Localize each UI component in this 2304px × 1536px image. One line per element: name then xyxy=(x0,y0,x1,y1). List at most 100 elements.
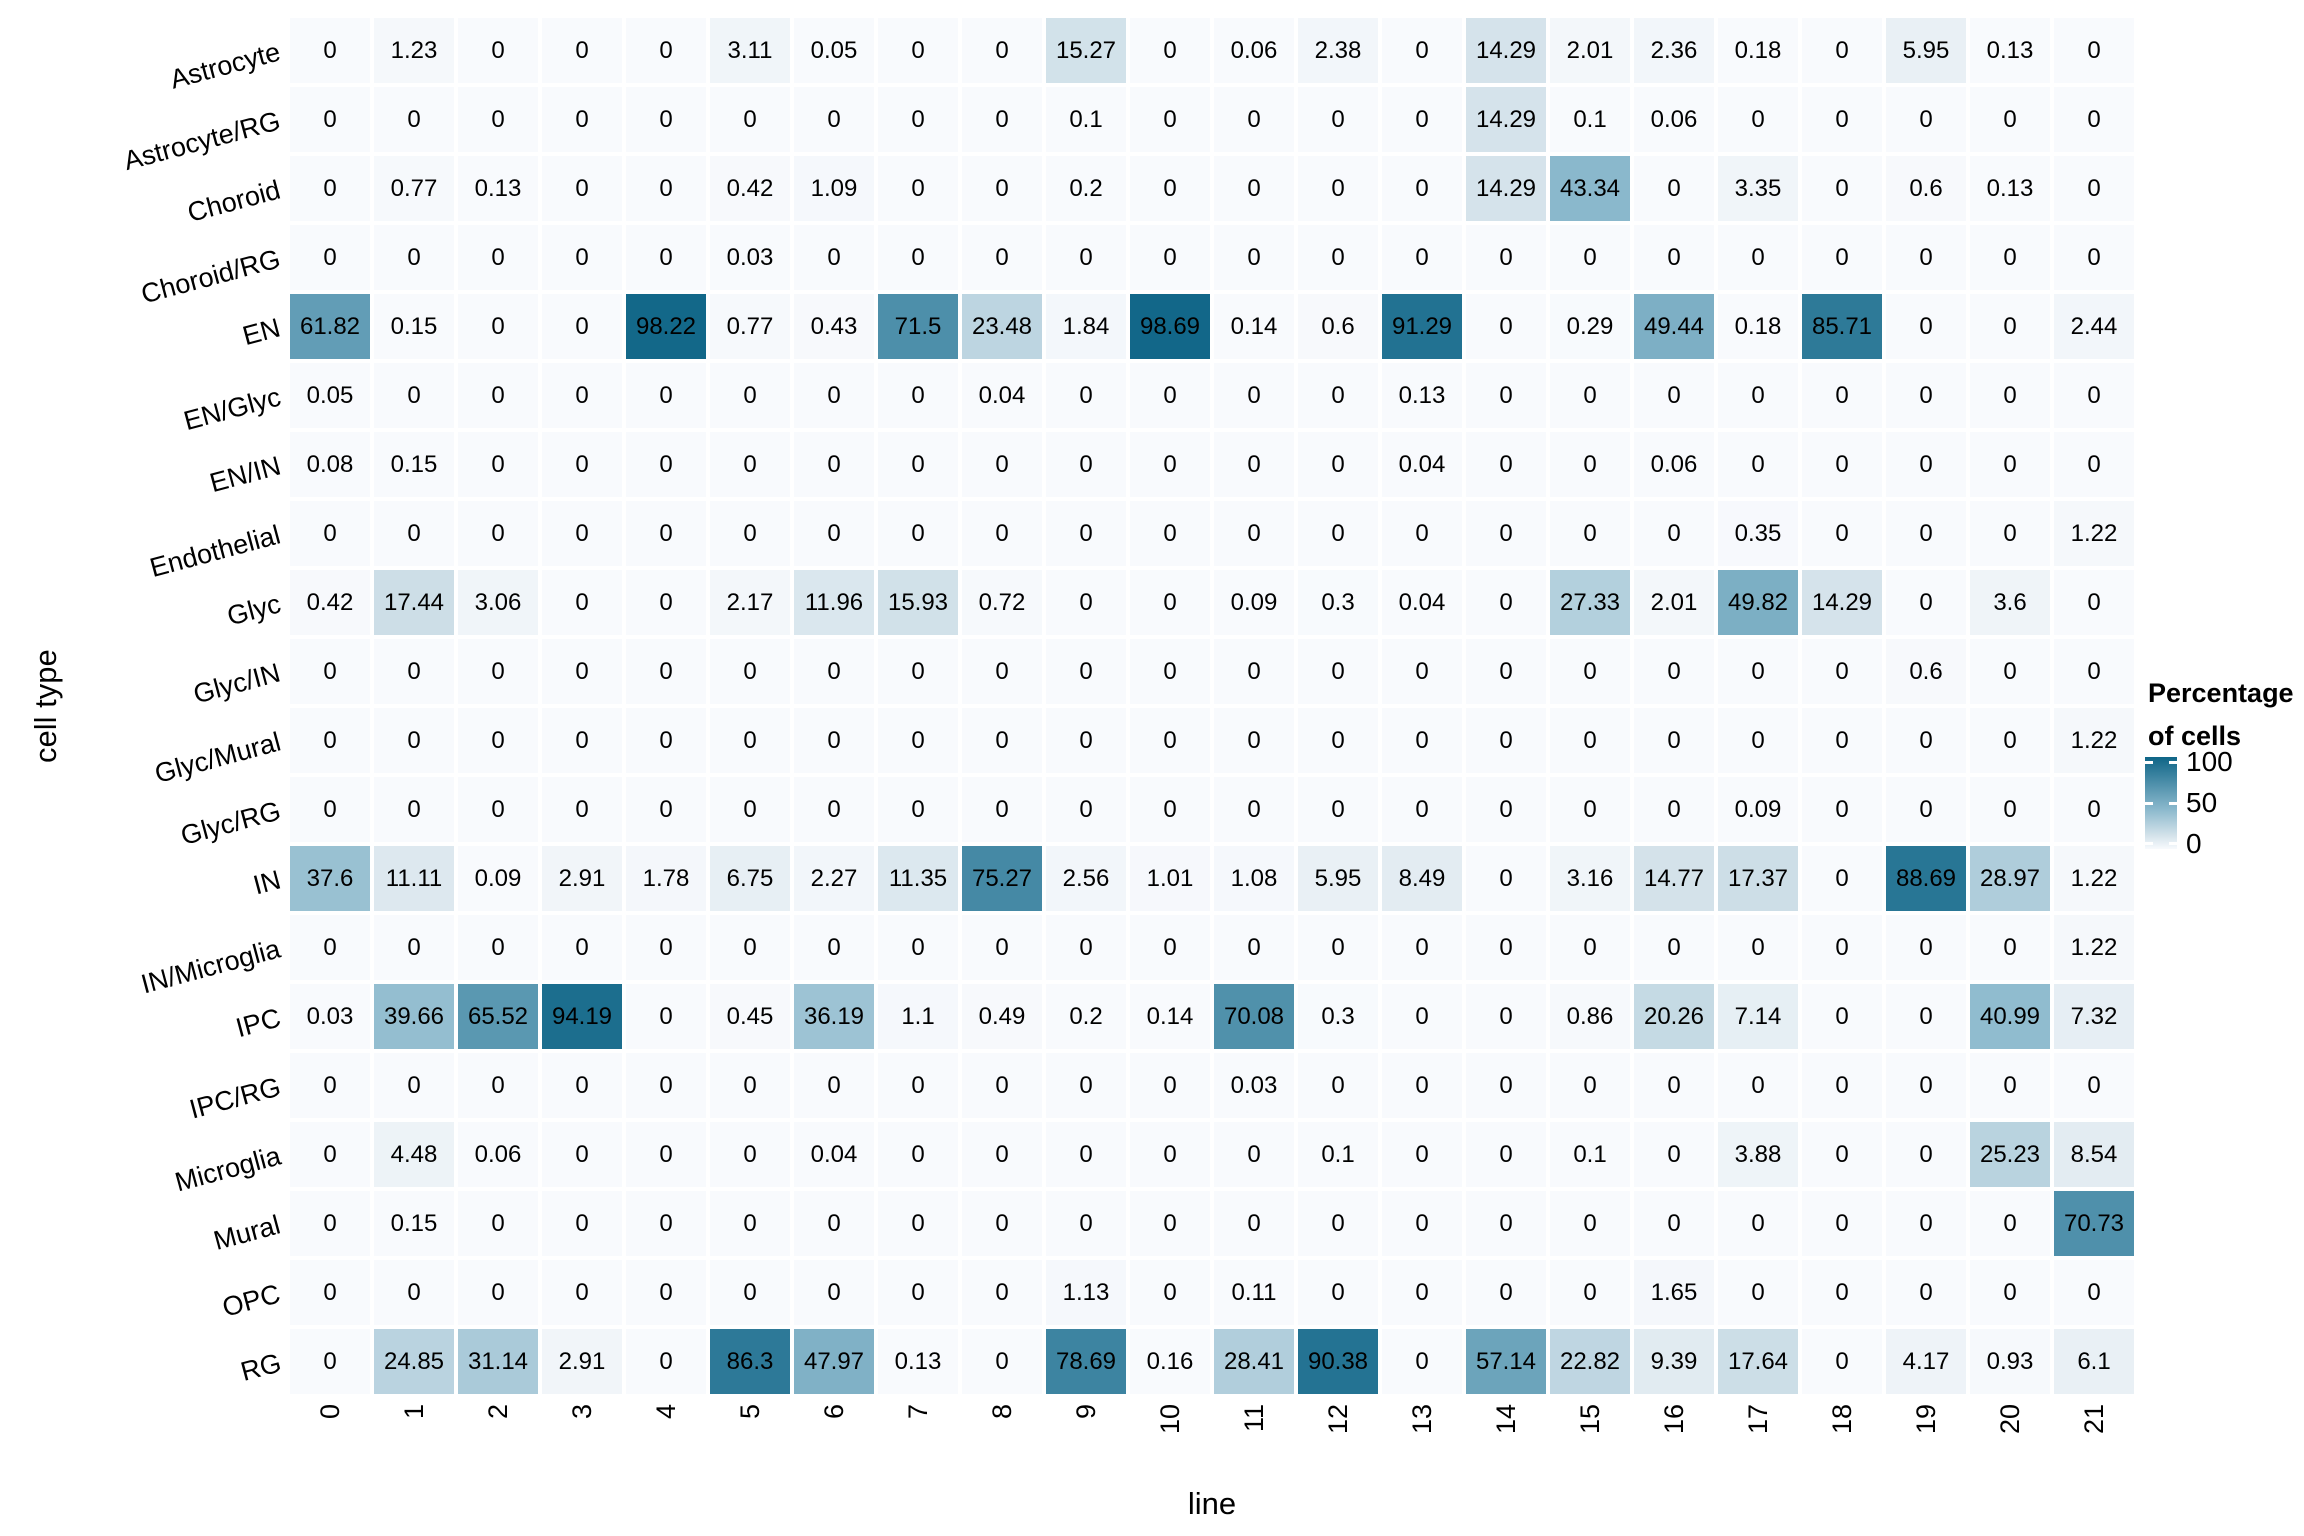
heatmap-cell: 0 xyxy=(458,18,538,83)
cell-value: 0 xyxy=(1751,726,1765,754)
cell-value: 0 xyxy=(1247,1140,1261,1168)
heatmap-cell: 0 xyxy=(1886,1122,1966,1187)
heatmap-cell: 0 xyxy=(1802,432,1882,497)
cell-value: 14.29 xyxy=(1475,174,1537,202)
heatmap-cell: 0 xyxy=(626,570,706,635)
cell-value: 14.29 xyxy=(1475,36,1537,64)
heatmap-cell: 0 xyxy=(542,570,622,635)
cell-value: 0 xyxy=(1163,933,1177,961)
heatmap-cell: 0 xyxy=(626,915,706,980)
cell-value: 61.82 xyxy=(299,312,361,340)
cell-value: 0 xyxy=(1751,243,1765,271)
cell-value: 0 xyxy=(827,519,841,547)
heatmap-cell: 0 xyxy=(542,363,622,428)
cell-value: 0 xyxy=(1247,795,1261,823)
heatmap-cell: 0 xyxy=(962,777,1042,842)
cell-value: 0 xyxy=(575,243,589,271)
cell-value: 0 xyxy=(911,450,925,478)
cell-value: 0 xyxy=(1751,1278,1765,1306)
cell-value: 0.43 xyxy=(810,312,858,340)
cell-value: 0 xyxy=(1079,1071,1093,1099)
heatmap-cell: 0 xyxy=(710,777,790,842)
heatmap-cell: 0 xyxy=(1886,984,1966,1049)
cell-value: 0 xyxy=(1415,1002,1429,1030)
heatmap-cell: 70.08 xyxy=(1214,984,1294,1049)
cell-value: 49.44 xyxy=(1643,312,1705,340)
heatmap-cell: 40.99 xyxy=(1970,984,2050,1049)
heatmap-cell: 1.22 xyxy=(2054,708,2134,773)
cell-value: 49.82 xyxy=(1727,588,1789,616)
cell-value: 0 xyxy=(1667,933,1681,961)
x-tick-label: 1 xyxy=(399,1403,429,1419)
heatmap-cell: 8.54 xyxy=(2054,1122,2134,1187)
cell-value: 0 xyxy=(1835,243,1849,271)
cell-value: 0 xyxy=(2003,1071,2017,1099)
heatmap-cell: 75.27 xyxy=(962,846,1042,911)
heatmap-cell: 0.3 xyxy=(1298,570,1378,635)
cell-value: 0 xyxy=(1583,1209,1597,1237)
x-tick-label: 9 xyxy=(1071,1403,1101,1419)
heatmap-cell: 0.06 xyxy=(1634,87,1714,152)
cell-value: 0 xyxy=(1919,933,1933,961)
heatmap-cell: 65.52 xyxy=(458,984,538,1049)
heatmap-cell: 0 xyxy=(1970,1260,2050,1325)
cell-value: 0 xyxy=(2003,519,2017,547)
heatmap-cell: 0.77 xyxy=(374,156,454,221)
cell-value: 1.22 xyxy=(2070,933,2118,961)
heatmap-cell: 0 xyxy=(1130,432,1210,497)
heatmap-cell: 1.84 xyxy=(1046,294,1126,359)
heatmap-cell: 0.1 xyxy=(1550,87,1630,152)
heatmap-cell: 0 xyxy=(1802,1122,1882,1187)
cell-value: 0 xyxy=(1583,795,1597,823)
cell-value: 0 xyxy=(407,657,421,685)
heatmap-cell: 0 xyxy=(542,87,622,152)
heatmap-cell: 0.03 xyxy=(290,984,370,1049)
cell-value: 9.39 xyxy=(1650,1347,1698,1375)
heatmap-cell: 90.38 xyxy=(1298,1329,1378,1394)
heatmap-cell: 0 xyxy=(1382,1260,1462,1325)
heatmap-cell: 0 xyxy=(1886,432,1966,497)
y-tick-label: Glyc xyxy=(223,588,284,631)
heatmap-cell: 0 xyxy=(1802,1260,1882,1325)
heatmap-cell: 0 xyxy=(626,432,706,497)
cell-value: 0 xyxy=(911,795,925,823)
heatmap-cell: 8.49 xyxy=(1382,846,1462,911)
cell-value: 5.95 xyxy=(1902,36,1950,64)
cell-value: 0 xyxy=(995,1347,1009,1375)
cell-value: 0 xyxy=(1163,1071,1177,1099)
heatmap-cell: 0 xyxy=(962,156,1042,221)
cell-value: 0 xyxy=(1667,1140,1681,1168)
heatmap-cell: 0.09 xyxy=(1214,570,1294,635)
heatmap-cell: 0 xyxy=(1970,915,2050,980)
heatmap-cell: 0 xyxy=(542,777,622,842)
cell-value: 14.29 xyxy=(1475,105,1537,133)
heatmap-cell: 0.13 xyxy=(1382,363,1462,428)
heatmap-cell: 0 xyxy=(1550,777,1630,842)
cell-value: 0 xyxy=(1079,1140,1093,1168)
cell-value: 2.38 xyxy=(1314,36,1362,64)
heatmap-cell: 0 xyxy=(1718,1053,1798,1118)
cell-value: 0 xyxy=(1331,519,1345,547)
heatmap-cell: 1.65 xyxy=(1634,1260,1714,1325)
cell-value: 15.27 xyxy=(1055,36,1117,64)
cell-value: 0 xyxy=(407,519,421,547)
heatmap-cell: 0 xyxy=(1466,501,1546,566)
cell-value: 0 xyxy=(575,105,589,133)
cell-value: 0 xyxy=(1247,174,1261,202)
cell-value: 0 xyxy=(1499,1140,1513,1168)
heatmap-cell: 2.38 xyxy=(1298,18,1378,83)
cell-value: 0 xyxy=(995,1278,1009,1306)
heatmap-cell: 0 xyxy=(542,294,622,359)
heatmap-cell: 11.96 xyxy=(794,570,874,635)
heatmap-cell: 3.6 xyxy=(1970,570,2050,635)
heatmap-cell: 0 xyxy=(290,1053,370,1118)
heatmap-cell: 0 xyxy=(1214,156,1294,221)
cell-value: 17.44 xyxy=(383,588,445,616)
heatmap-cell: 0 xyxy=(1802,1053,1882,1118)
cell-value: 0 xyxy=(995,933,1009,961)
heatmap-cell: 0 xyxy=(626,984,706,1049)
heatmap-cell: 0 xyxy=(290,156,370,221)
heatmap-cell: 39.66 xyxy=(374,984,454,1049)
cell-value: 0.06 xyxy=(1230,36,1278,64)
cell-value: 11.11 xyxy=(385,864,443,892)
